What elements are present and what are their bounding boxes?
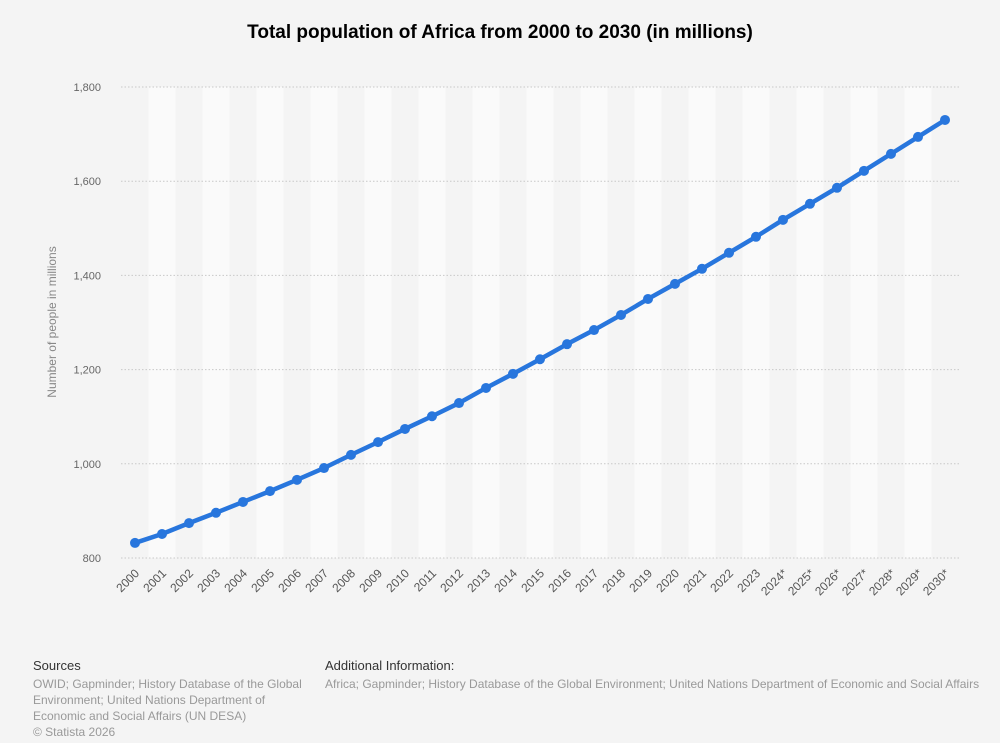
line-chart: 800 1,000 1,200 1,400 1,600 1,800 Number of pe… (45, 82, 960, 598)
column-band (202, 87, 230, 558)
data-point (481, 382, 491, 393)
y-tick-label: 1,600 (73, 176, 101, 188)
data-point (805, 198, 815, 209)
y-tick-label: 1,400 (73, 270, 101, 282)
data-point (427, 411, 437, 422)
y-tick-label: 1,200 (73, 365, 101, 377)
column-band (310, 87, 338, 558)
x-tick-label: 2029* (893, 566, 925, 598)
data-point (778, 214, 788, 225)
column-band (256, 87, 284, 558)
x-tick-label: 2002 (167, 566, 196, 595)
x-tick-label: 2014 (491, 566, 520, 595)
data-point (400, 423, 410, 434)
column-band (472, 87, 500, 558)
data-point (373, 437, 383, 448)
sources-heading: Sources (33, 658, 81, 673)
data-point (886, 148, 896, 159)
column-band (796, 87, 824, 558)
x-tick-label: 2018 (599, 566, 628, 595)
x-tick-label: 2030* (920, 566, 952, 598)
data-point (508, 368, 518, 379)
x-tick-label: 2016 (545, 566, 574, 595)
data-point (562, 339, 572, 350)
x-tick-label: 2004 (221, 566, 250, 595)
data-point (589, 325, 599, 336)
x-tick-label: 2025* (785, 566, 817, 598)
data-point (265, 486, 275, 497)
column-band (148, 87, 176, 558)
data-point (643, 293, 653, 304)
x-tick-label: 2003 (194, 566, 223, 595)
x-tick-label: 2020 (653, 566, 682, 595)
data-point (724, 247, 734, 258)
column-band (850, 87, 878, 558)
y-tick-label: 1,800 (73, 82, 101, 94)
column-band (742, 87, 770, 558)
data-point (913, 131, 923, 142)
data-point (832, 182, 842, 193)
x-tick-label: 2013 (464, 566, 493, 595)
x-tick-label: 2024* (758, 566, 790, 598)
sources-section: Sources OWID; Gapminder; History Databas… (33, 658, 318, 740)
additional-info-text: Africa; Gapminder; History Database of t… (325, 677, 980, 691)
x-tick-label: 2010 (383, 566, 412, 595)
x-tick-label: 2026* (812, 566, 844, 598)
x-tick-label: 2009 (356, 566, 385, 595)
x-tick-label: 2012 (437, 566, 466, 595)
data-point (616, 309, 626, 320)
sources-line: Economic and Social Affairs (UN DESA) (33, 709, 247, 723)
x-tick-label: 2008 (329, 566, 358, 595)
x-tick-label: 2001 (140, 566, 169, 595)
column-band (364, 87, 392, 558)
data-point (940, 114, 950, 125)
column-band (904, 87, 932, 558)
column-band (526, 87, 554, 558)
x-tick-label: 2022 (707, 566, 736, 595)
data-point (238, 496, 248, 507)
y-axis-label: Number of people in millions (45, 246, 59, 397)
copyright: © Statista 2026 (33, 725, 116, 739)
data-point (670, 278, 680, 289)
chart-title: Total population of Africa from 2000 to … (247, 22, 753, 43)
x-tick-label: 2015 (518, 566, 547, 595)
additional-info-section: Additional Information: Africa; Gapminde… (325, 658, 1000, 692)
x-tick-label: 2017 (572, 566, 601, 595)
data-point (130, 537, 140, 548)
data-point (292, 474, 302, 485)
column-band (634, 87, 662, 558)
column-band (688, 87, 716, 558)
data-point (751, 231, 761, 242)
data-point (211, 507, 221, 518)
data-point (319, 463, 329, 474)
x-tick-label: 2006 (275, 566, 304, 595)
x-tick-label: 2005 (248, 566, 277, 595)
data-point (535, 354, 545, 365)
x-tick-label: 2027* (839, 566, 871, 598)
column-band (418, 87, 446, 558)
additional-info-heading: Additional Information: (325, 658, 455, 673)
sources-line: OWID; Gapminder; History Database of the… (33, 677, 302, 691)
data-point (184, 518, 194, 529)
data-point (697, 263, 707, 274)
x-tick-label: 2021 (680, 566, 709, 595)
data-point (346, 449, 356, 460)
x-tick-label: 2019 (626, 566, 655, 595)
x-tick-label: 2011 (411, 566, 439, 594)
data-point (859, 165, 869, 176)
data-point (454, 398, 464, 409)
x-tick-label: 2000 (113, 566, 142, 595)
y-tick-label: 800 (83, 553, 101, 565)
data-point (157, 528, 167, 539)
x-tick-label: 2007 (302, 566, 331, 595)
sources-line: Environment; United Nations Department o… (33, 693, 266, 707)
y-tick-label: 1,000 (73, 459, 101, 471)
x-tick-label: 2028* (866, 566, 898, 598)
